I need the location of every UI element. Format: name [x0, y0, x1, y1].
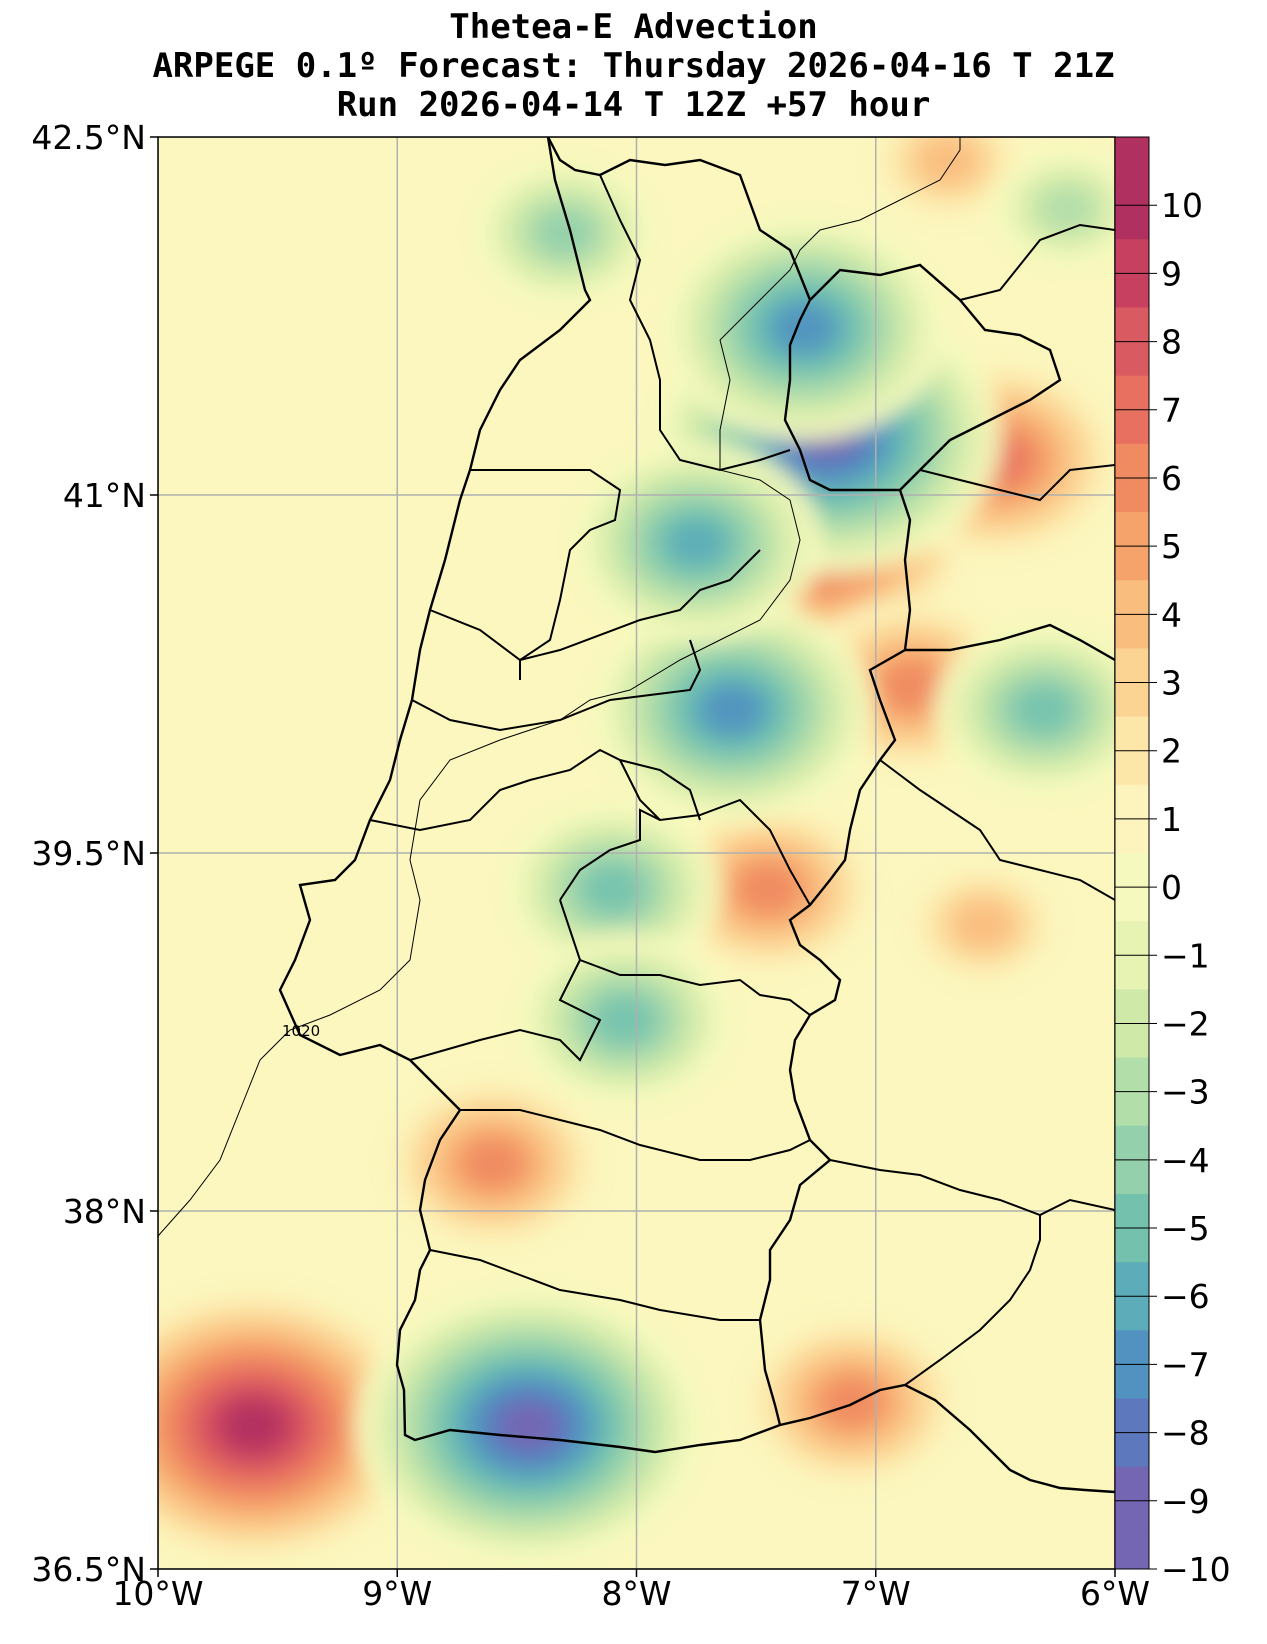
- lat-tick-label: 39.5°N: [31, 834, 146, 873]
- colorbar-tick-label: −8: [1161, 1414, 1210, 1453]
- colorbar-tick-label: −1: [1161, 936, 1210, 975]
- internal-border-4: [369, 748, 701, 832]
- colorbar-tick-label: 9: [1161, 254, 1182, 293]
- colorbar-tick-label: −4: [1161, 1141, 1210, 1180]
- cold-advection-blob: [589, 595, 875, 824]
- lat-tick-label: 41°N: [63, 476, 146, 515]
- cold-advection-blob: [989, 146, 1115, 271]
- title-line-2: ARPEGE 0.1º Forecast: Thursday 2026-04-1…: [152, 46, 1115, 86]
- internal-border-11: [829, 1159, 1115, 1217]
- colorbar-swatch: [1115, 137, 1149, 172]
- warm-advection-blob: [158, 1285, 429, 1566]
- colorbar-tick-label: 0: [1161, 868, 1182, 907]
- colorbar-tick-label: 4: [1161, 595, 1182, 634]
- cold-advection-blob: [661, 213, 947, 442]
- axis-labels: 10°W 9°W 8°W 7°W 6°W 42.5°N 41°N 39.5°N 38°N 36.5…: [31, 118, 1150, 1613]
- warm-advection-blob: [905, 862, 1061, 987]
- internal-border-6: [559, 808, 661, 901]
- internal-border-1: [470, 469, 622, 680]
- border-east: [905, 623, 1115, 662]
- title-line-3: Run 2026-04-14 T 12Z +57 hour: [336, 85, 931, 125]
- lat-tick-label: 38°N: [63, 1192, 146, 1231]
- lon-tick-label: 8°W: [601, 1574, 671, 1613]
- internal-border-2: [429, 549, 761, 662]
- internal-border-15: [959, 223, 1115, 301]
- colorbar-swatch: [1115, 1534, 1149, 1569]
- colorbar-tick-label: 2: [1161, 732, 1182, 771]
- colorbar-tick-label: 3: [1161, 664, 1182, 703]
- lon-tick-label: 10°W: [112, 1574, 203, 1613]
- internal-border-12: [904, 1215, 1041, 1386]
- internal-border-3: [411, 639, 702, 732]
- internal-border-5: [619, 759, 811, 906]
- cold-advection-blob: [514, 932, 735, 1109]
- cold-advection-blob: [353, 1285, 704, 1566]
- warm-advection-blob: [382, 1075, 603, 1252]
- colorbar-tick-label: −6: [1161, 1277, 1210, 1316]
- colorbar-tick-label: 6: [1161, 459, 1182, 498]
- internal-border-14: [919, 464, 1115, 502]
- isobar-label: 1020: [282, 1022, 320, 1040]
- internal-border-16: [599, 174, 791, 472]
- colorbar-tick-label: 7: [1161, 391, 1182, 430]
- border-north: [809, 263, 1062, 491]
- lon-tick-label: 6°W: [1080, 1574, 1150, 1613]
- graticule: [158, 137, 1115, 1569]
- title-line-1: Thetea-E Advection: [449, 7, 818, 47]
- advection-field: [158, 137, 1115, 1569]
- colorbar-tick-label: −5: [1161, 1209, 1210, 1248]
- lon-tick-label: 7°W: [841, 1574, 911, 1613]
- internal-border-9: [460, 1109, 811, 1161]
- colorbar-tick-label: −7: [1161, 1345, 1210, 1384]
- cold-advection-blob: [570, 441, 823, 644]
- colorbar-tick-label: −10: [1161, 1550, 1231, 1589]
- lat-tick-label: 36.5°N: [31, 1550, 146, 1589]
- warm-advection-blob: [741, 1313, 962, 1490]
- colorbar-tick-label: 8: [1161, 323, 1182, 362]
- cold-advection-blob: [933, 621, 1115, 798]
- colorbar-tick-label: −9: [1161, 1482, 1210, 1521]
- lon-tick-label: 9°W: [362, 1574, 432, 1613]
- colorbar-frame: [1114, 136, 1150, 1570]
- cold-advection-blob: [470, 157, 659, 308]
- colorbar-tick-label: −3: [1161, 1073, 1210, 1112]
- cold-advection-blob: [502, 800, 723, 977]
- internal-border-8: [409, 959, 602, 1062]
- lat-tick-label: 42.5°N: [31, 118, 146, 157]
- internal-border-13: [879, 759, 1115, 901]
- coastline: [278, 137, 1115, 1494]
- colorbar-tick-label: 1: [1161, 800, 1182, 839]
- borders-coastline: [158, 137, 1115, 1494]
- colorbar-tick-label: −2: [1161, 1004, 1210, 1043]
- border-spain-portugal: [546, 137, 912, 1426]
- colorbar-tick-label: 10: [1161, 186, 1203, 225]
- isobar-1020: [158, 137, 961, 1237]
- colorbar-tick-label: 5: [1161, 527, 1182, 566]
- map-title: Thetea-E Advection ARPEGE 0.1º Forecast:…: [0, 8, 1267, 125]
- internal-border-10: [429, 1249, 760, 1321]
- internal-border-7: [559, 899, 811, 1016]
